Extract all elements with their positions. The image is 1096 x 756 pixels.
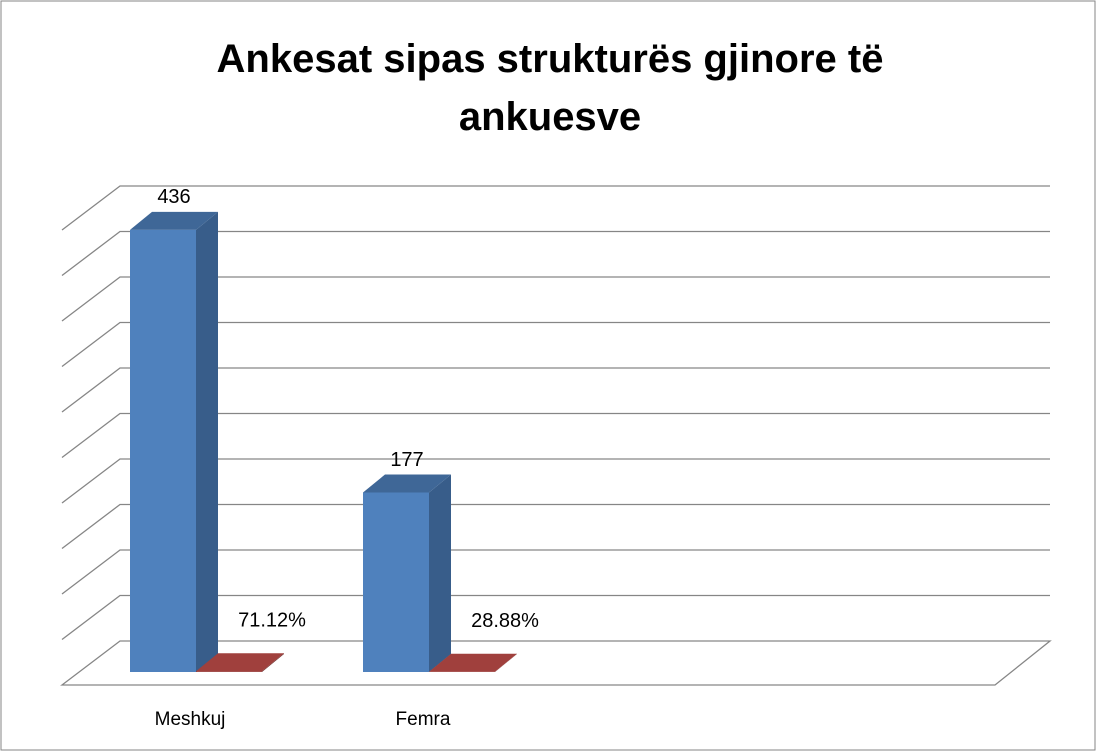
bar-face: [196, 671, 262, 672]
title-box: Ankesat sipas strukturës gjinore të anku…: [150, 30, 950, 160]
bar-face: [196, 212, 218, 672]
bar: [363, 475, 451, 672]
bar-face: [363, 493, 429, 672]
bar-face: [429, 475, 451, 672]
x-tick-label: Meshkuj: [155, 709, 226, 730]
x-tick-label: Femra: [396, 709, 451, 730]
bar: [130, 212, 218, 672]
chart-title: Ankesat sipas strukturës gjinore të anku…: [150, 30, 950, 146]
bar-face: [130, 230, 196, 672]
data-label: 28.88%: [471, 610, 539, 632]
data-label: 436: [157, 186, 190, 208]
data-label: 177: [390, 449, 423, 471]
data-label: 71.12%: [238, 610, 306, 632]
